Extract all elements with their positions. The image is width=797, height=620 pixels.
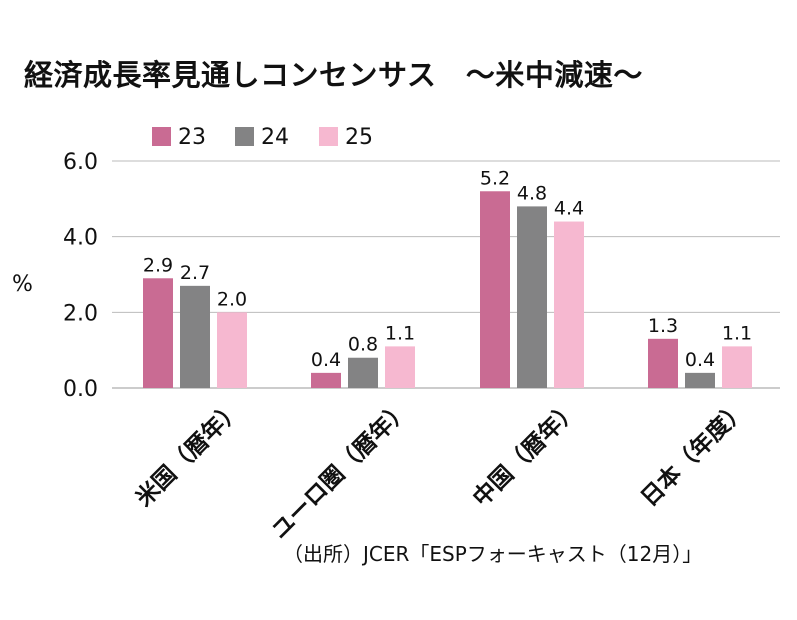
legend-label: 25 <box>345 125 373 150</box>
data-label: 1.1 <box>722 322 752 344</box>
bar <box>648 338 678 388</box>
bar <box>480 191 510 388</box>
bar <box>517 206 547 388</box>
data-label: 4.4 <box>554 198 584 220</box>
legend-swatch <box>152 127 171 146</box>
data-label: 2.0 <box>217 288 247 310</box>
bar <box>722 346 752 388</box>
category-label: 中国（暦年） <box>468 395 585 512</box>
bar <box>217 312 247 388</box>
bar <box>180 285 210 388</box>
y-tick-label: 2.0 <box>63 301 98 326</box>
y-tick-label: 0.0 <box>63 377 98 402</box>
chart-title: 経済成長率見通しコンセンサス ～米中減速～ <box>24 58 643 92</box>
y-tick-label: 6.0 <box>63 150 98 175</box>
data-label: 1.1 <box>385 322 415 344</box>
data-label: 2.7 <box>180 262 210 284</box>
data-label: 0.4 <box>311 349 341 371</box>
data-label: 1.3 <box>648 315 678 337</box>
legend-label: 23 <box>178 125 206 150</box>
bar <box>311 372 341 388</box>
legend-label: 24 <box>261 125 289 150</box>
data-label: 4.8 <box>517 182 547 204</box>
bar <box>385 346 415 388</box>
bar <box>685 372 715 388</box>
legend-swatch <box>319 127 338 146</box>
data-label: 5.2 <box>480 167 510 189</box>
bar <box>348 357 378 388</box>
data-label: 2.9 <box>143 254 173 276</box>
y-axis-label: % <box>12 272 33 297</box>
data-label: 0.4 <box>685 349 715 371</box>
category-label: ユーロ圏（暦年） <box>266 395 415 544</box>
data-label: 0.8 <box>348 334 378 356</box>
category-label: 米国（暦年） <box>131 395 248 512</box>
legend-swatch <box>235 127 254 146</box>
category-label: 日本（年度） <box>636 395 753 512</box>
source-note: （出所）JCER「ESPフォーキャスト（12月）」 <box>283 542 703 566</box>
y-tick-label: 4.0 <box>63 226 98 251</box>
bar <box>554 221 584 388</box>
bar <box>143 278 173 388</box>
